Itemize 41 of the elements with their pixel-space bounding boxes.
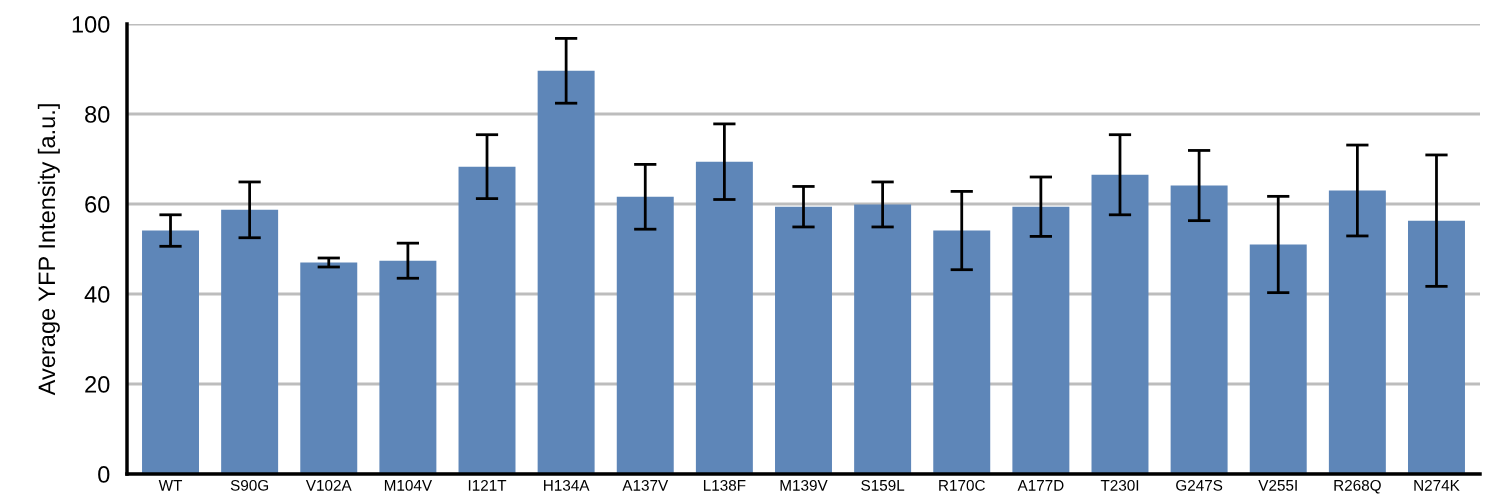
bar	[1408, 220, 1465, 474]
x-tick-label: H134A	[544, 479, 590, 491]
x-tick-label: R268Q	[1334, 479, 1381, 494]
y-tick-label: 80	[85, 106, 110, 123]
x-tick-label: S159L	[861, 479, 905, 491]
x-tick-label: V102A	[305, 479, 352, 491]
x-tick-label: V255I	[1258, 479, 1297, 491]
x-tick-label: M104V	[384, 479, 433, 491]
bar	[221, 209, 279, 474]
y-tick-label: 40	[84, 286, 110, 303]
bar	[1328, 190, 1386, 474]
bar	[695, 161, 753, 474]
bar	[458, 166, 516, 474]
bar	[616, 196, 674, 474]
x-tick-label: M139V	[780, 479, 828, 491]
x-tick-label: S90G	[230, 479, 269, 491]
bar	[854, 204, 912, 474]
x-tick-label: N274K	[1414, 479, 1460, 491]
x-tick-label: G247S	[1176, 479, 1223, 491]
bar	[300, 262, 358, 474]
y-tick-label: 20	[85, 376, 110, 393]
y-tick-label: 100	[72, 16, 110, 33]
x-tick-label: WT	[158, 480, 183, 491]
bar	[537, 70, 595, 474]
bar	[933, 230, 991, 474]
y-axis-title: Average YFP Intensity [a.u.]	[37, 104, 60, 396]
bar	[1249, 244, 1307, 474]
bar	[775, 206, 832, 474]
x-tick-label: R170C	[939, 479, 985, 491]
x-tick-label: T230I	[1100, 479, 1139, 491]
x-tick-label: I121T	[468, 479, 507, 491]
x-tick-label: A177D	[1017, 480, 1064, 491]
bar	[1012, 206, 1070, 474]
y-tick-label: 60	[85, 196, 110, 213]
bar	[1170, 185, 1228, 474]
bar	[1091, 174, 1149, 474]
bar	[379, 260, 437, 474]
x-tick-label: L138F	[703, 479, 746, 491]
x-tick-label: A137V	[622, 479, 669, 491]
bar	[142, 230, 199, 474]
y-tick-label: 0	[98, 466, 110, 483]
